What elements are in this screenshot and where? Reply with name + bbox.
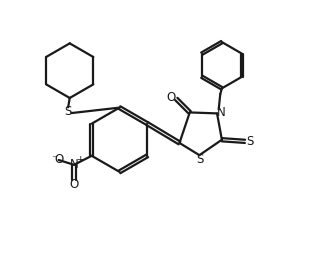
Text: S: S <box>196 153 204 167</box>
Text: O: O <box>167 91 176 104</box>
Text: ⁻: ⁻ <box>51 154 57 164</box>
Text: +: + <box>76 155 83 164</box>
Text: O: O <box>69 178 79 191</box>
Text: S: S <box>64 105 72 118</box>
Text: O: O <box>55 153 64 166</box>
Text: N: N <box>217 106 226 119</box>
Text: S: S <box>246 135 254 148</box>
Text: N: N <box>70 158 79 171</box>
